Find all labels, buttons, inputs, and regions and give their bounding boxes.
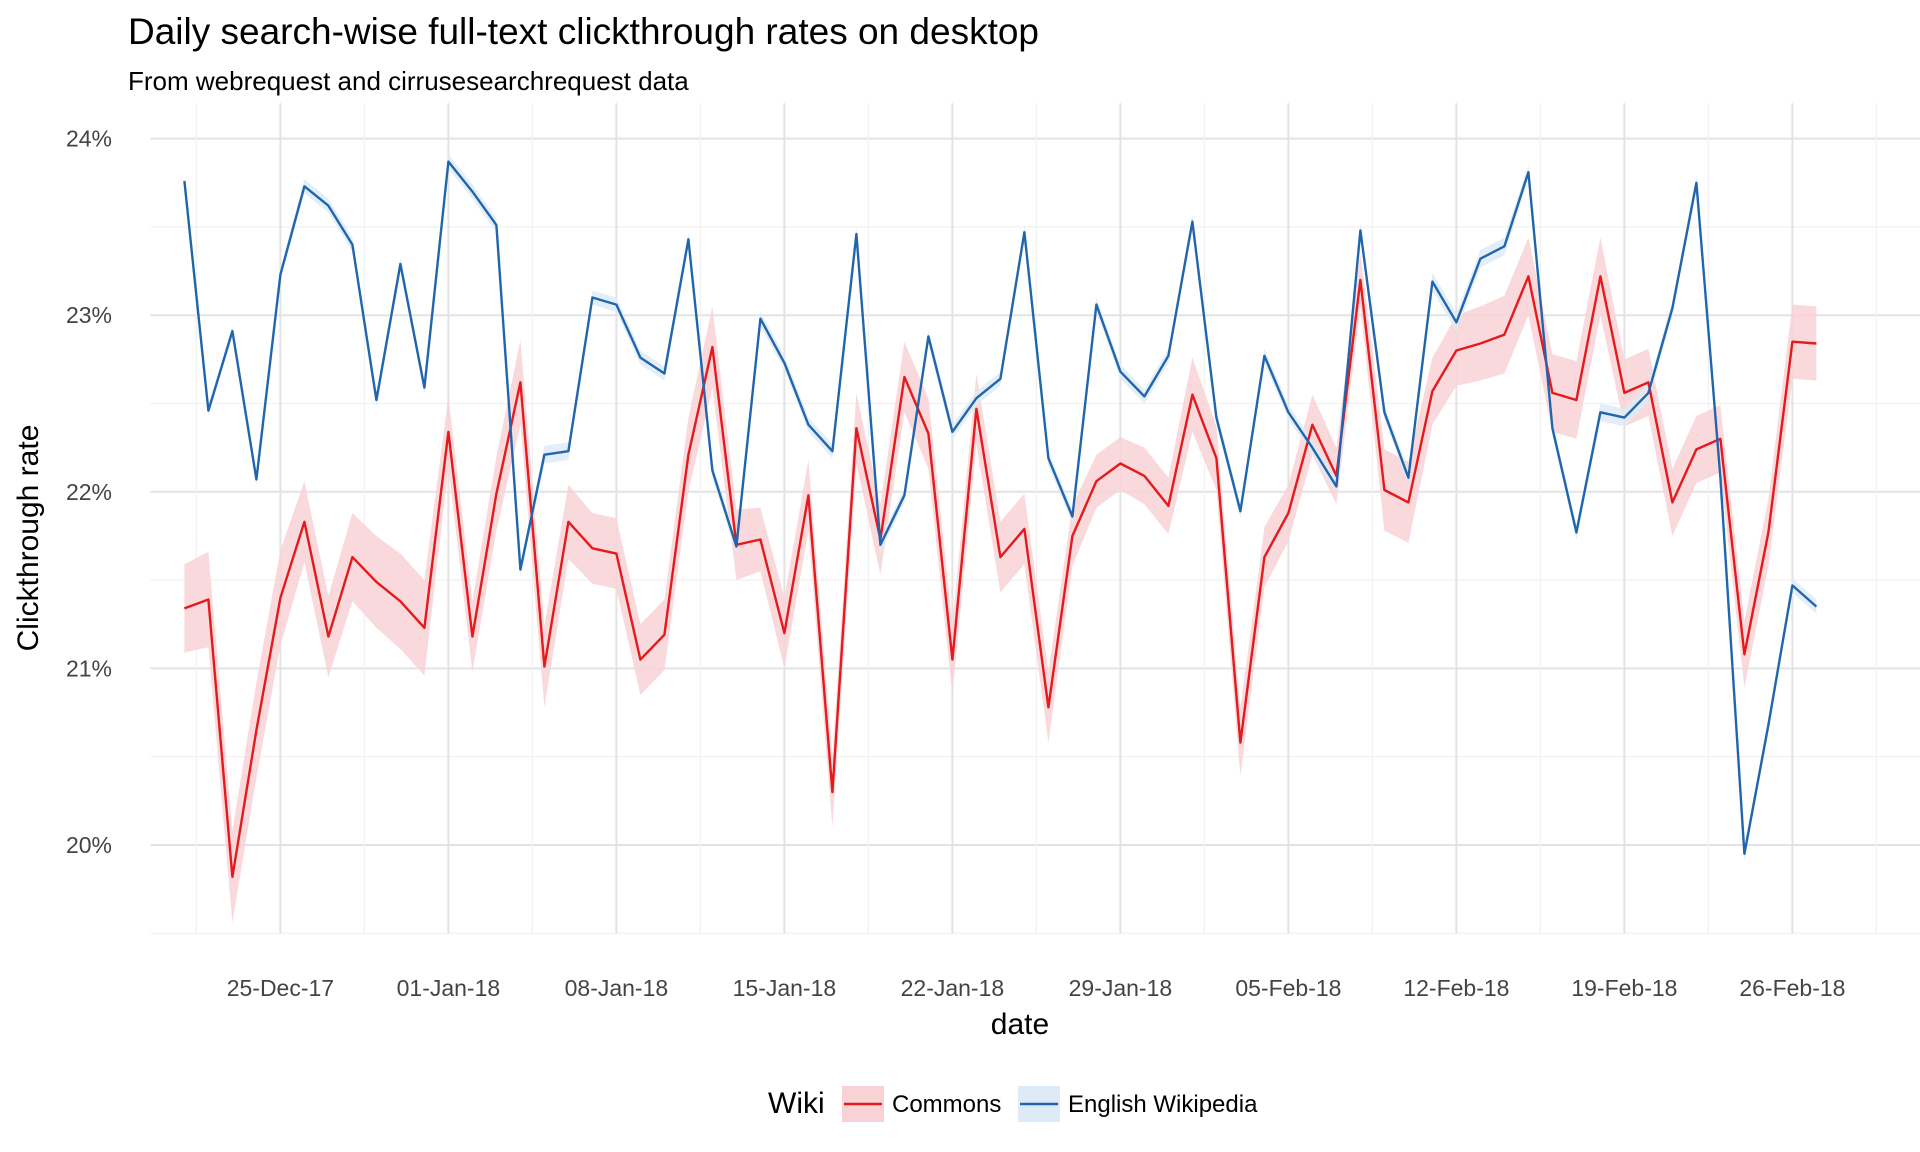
- y-tick-label: 23%: [66, 302, 112, 328]
- y-tick-label: 22%: [66, 479, 112, 505]
- x-tick-label: 08-Jan-18: [565, 975, 669, 1001]
- x-axis-title: date: [991, 1008, 1049, 1041]
- x-tick-labels: 25-Dec-17 01-Jan-18 08-Jan-18 15-Jan-18 22-J…: [227, 975, 1846, 1001]
- x-tick-label: 26-Feb-18: [1739, 975, 1845, 1001]
- ribbon-layer: [184, 154, 1817, 923]
- x-tick-label: 01-Jan-18: [397, 975, 501, 1001]
- chart-subtitle: From webrequest and cirrusesearchrequest…: [128, 66, 689, 96]
- x-tick-label: 25-Dec-17: [227, 975, 334, 1001]
- y-tick-labels: 20% 21% 22% 23% 24%: [66, 126, 112, 858]
- legend: Wiki Commons English Wikipedia: [768, 1086, 1258, 1122]
- grid-layer: [150, 103, 1920, 934]
- x-tick-label: 19-Feb-18: [1571, 975, 1677, 1001]
- x-tick-label: 05-Feb-18: [1235, 975, 1341, 1001]
- legend-label-english-wikipedia: English Wikipedia: [1068, 1091, 1258, 1118]
- x-tick-label: 22-Jan-18: [901, 975, 1005, 1001]
- legend-label-commons: Commons: [892, 1091, 1001, 1118]
- y-axis-title: Clickthrough rate: [12, 425, 45, 652]
- confidence-band-commons: [184, 237, 1817, 923]
- y-tick-label: 20%: [66, 832, 112, 858]
- x-tick-label: 29-Jan-18: [1069, 975, 1173, 1001]
- x-tick-label: 15-Jan-18: [733, 975, 837, 1001]
- y-tick-label: 24%: [66, 126, 112, 152]
- y-tick-label: 21%: [66, 655, 112, 681]
- x-tick-label: 12-Feb-18: [1403, 975, 1509, 1001]
- line-layer: [183, 160, 1818, 878]
- series-line-english-wikipedia: [183, 160, 1818, 855]
- chart-title: Daily search-wise full-text clickthrough…: [128, 11, 1039, 52]
- legend-title: Wiki: [768, 1087, 825, 1120]
